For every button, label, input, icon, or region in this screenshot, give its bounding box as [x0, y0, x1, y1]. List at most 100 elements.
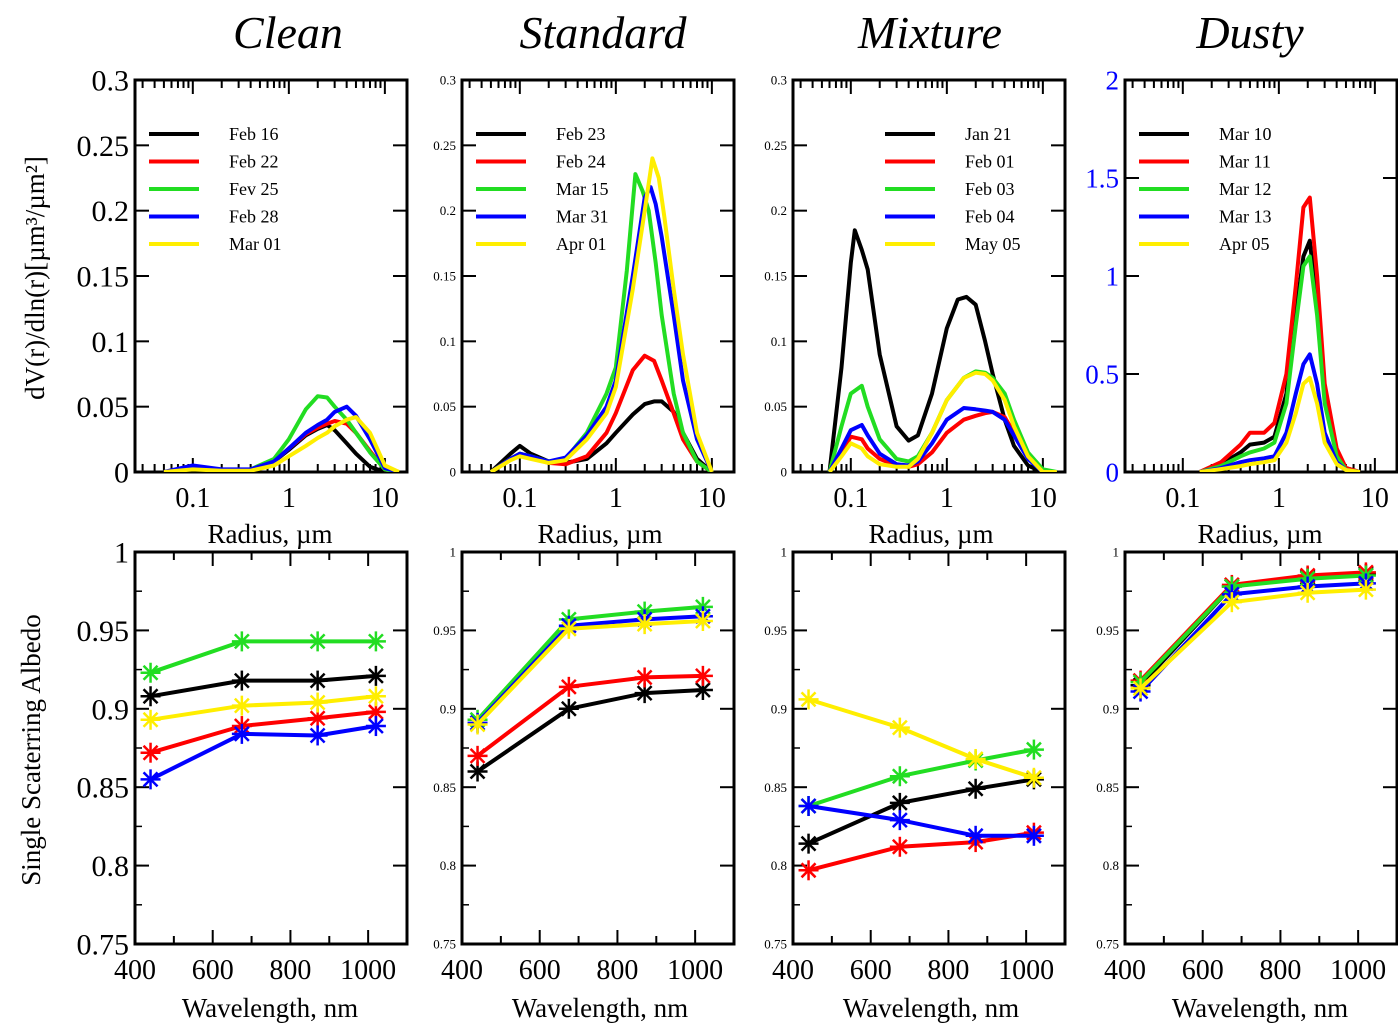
clean-ssa-data-point [307, 670, 328, 691]
clean-ssa-data-point [307, 725, 328, 746]
standard-ssa-data-point [467, 714, 488, 735]
standard-ssa-data-point [467, 745, 488, 766]
mixture-ssa-series-line [808, 804, 1034, 838]
clean-size-ytick-label: 0.2 [92, 195, 130, 228]
clean-ssa-data-point [140, 709, 161, 730]
clean-size-series-group [163, 394, 400, 472]
clean-size-ytick-label: 0.1 [92, 326, 130, 359]
clean-ssa-ytick-label: 0.8 [92, 850, 130, 883]
standard-ssa-ytick-label: 0.75 [433, 937, 456, 952]
standard-ssa-data-point [558, 618, 579, 639]
dusty-ssa-data-point [1297, 582, 1318, 603]
mixture-ssa-series-line [807, 777, 1035, 846]
dusty-ssa-xtick-label: 600 [1182, 955, 1224, 986]
mixture-ssa-data-point [965, 778, 986, 799]
clean-ssa-xtick-label: 800 [269, 955, 311, 986]
dusty-size-legend-label: Mar 13 [1219, 207, 1272, 227]
xlabel-radius-mixture: Radius, µm [868, 519, 993, 549]
clean-size-panel: 0 0.05 0.1 0.15 0.2 0.25 0.3 0.1 1 10 Feb 16 Feb 22… [77, 65, 409, 514]
mixture-ssa-data-point [965, 825, 986, 846]
mixture-ssa-ytick-label: 0.9 [771, 701, 787, 716]
clean-ssa-ytick-label: 0.95 [77, 615, 130, 648]
standard-ssa-data-point [634, 614, 655, 635]
mixture-ssa-ytick-label: 0.95 [764, 623, 787, 638]
mixture-ssa-data-point [889, 717, 910, 738]
mixture-ssa-panel: 0.75 0.8 0.85 0.9 0.95 1 400 600 800 1000 [764, 545, 1067, 986]
mixture-ssa-data-point [1023, 825, 1044, 846]
clean-ssa-xtick-label: 1000 [340, 955, 396, 986]
mixture-ssa-xtick-label: 1000 [998, 955, 1054, 986]
dusty-size-ytick-label: 2 [1106, 65, 1120, 95]
mixture-ssa-xtick-label: 800 [927, 955, 969, 986]
dusty-ssa-data-point [1130, 678, 1151, 699]
clean-ssa-data-point [140, 769, 161, 790]
mixture-size-panel: 0 0.05 0.1 0.15 0.2 0.25 0.3 0.1 1 10 Jan 21 Feb 01… [764, 73, 1067, 514]
dusty-size-legend-label: Mar 10 [1219, 124, 1272, 144]
standard-ssa-ytick-label: 0.85 [433, 780, 456, 795]
clean-ssa-series-group [140, 631, 386, 790]
standard-ssa-ytick-label: 0.9 [440, 701, 456, 716]
dusty-size-legend-label: Mar 12 [1219, 179, 1272, 199]
mixture-ssa-data-point [1023, 739, 1044, 760]
clean-ssa-xtick-label: 600 [192, 955, 234, 986]
standard-ssa-series-line [476, 619, 704, 726]
column-title-dusty: Dusty [1195, 7, 1304, 58]
mixture-ssa-data-point [889, 836, 910, 857]
dusty-size-ytick-label: 0 [1106, 457, 1120, 487]
clean-size-legend-label: Feb 28 [229, 207, 279, 227]
standard-ssa-data-point [558, 676, 579, 697]
standard-ssa-series-line [476, 688, 704, 774]
dusty-ssa-ytick-label: 0.9 [1103, 701, 1119, 716]
mixture-size-ytick-label: 0.05 [764, 399, 787, 414]
dusty-size-panel: 0 0.5 1 1.5 2 0.1 1 10 Mar 10 Mar 11 Mar 12 Mar 13 A… [1085, 65, 1398, 514]
mixture-ssa-xtick-label: 600 [850, 955, 892, 986]
dusty-ssa-ytick-label: 0.8 [1103, 858, 1119, 873]
standard-ssa-series-line [476, 673, 703, 758]
dusty-ssa-ytick-label: 1 [1113, 545, 1120, 560]
clean-size-xtick-label: 10 [371, 483, 399, 514]
clean-size-ytick-label: 0.05 [77, 391, 130, 424]
clean-ssa-data-point [365, 686, 386, 707]
mixture-size-legend-label: Feb 04 [965, 207, 1015, 227]
dusty-size-xtick-label: 10 [1361, 483, 1389, 514]
dusty-ssa-ytick-label: 0.85 [1096, 780, 1119, 795]
standard-ssa-data-point [692, 665, 713, 686]
mixture-ssa-ytick-label: 0.75 [764, 937, 787, 952]
standard-size-series-group [489, 156, 714, 472]
clean-ssa-xtick-label: 400 [114, 955, 156, 986]
standard-ssa-data-point [558, 698, 579, 719]
mixture-size-series-line [827, 406, 1057, 472]
clean-ssa-series-line [150, 673, 377, 699]
standard-ssa-series-group [467, 596, 713, 782]
xlabel-wavelength-clean: Wavelength, nm [182, 993, 358, 1023]
dusty-ssa-ytick-label: 0.95 [1096, 623, 1119, 638]
mixture-size-series-line [827, 370, 1057, 472]
dusty-ssa-data-point [1355, 579, 1376, 600]
xlabel-radius-dusty: Radius, µm [1197, 519, 1322, 549]
mixture-ssa-data-point [1023, 767, 1044, 788]
bottom-ylabel: Single Scaterring Albedo [16, 614, 46, 885]
clean-ssa-ytick-label: 1 [114, 537, 129, 570]
standard-size-xtick-label: 1 [609, 483, 623, 514]
mixture-ssa-data-point [798, 860, 819, 881]
dusty-size-series-group [1198, 195, 1361, 472]
standard-ssa-series-line [476, 604, 704, 722]
standard-ssa-xtick-label: 1000 [667, 955, 723, 986]
standard-size-legend-label: Apr 01 [556, 234, 607, 254]
standard-ssa-data-point [634, 683, 655, 704]
clean-ssa-data-point [365, 716, 386, 737]
clean-ssa-data-point [365, 631, 386, 652]
xlabel-wavelength-dusty: Wavelength, nm [1172, 993, 1348, 1023]
mixture-ssa-data-point [889, 810, 910, 831]
dusty-ssa-series-line [1139, 587, 1367, 690]
clean-ssa-data-point [140, 742, 161, 763]
dusty-size-series-line [1198, 195, 1361, 472]
mixture-ssa-ytick-label: 0.8 [771, 858, 787, 873]
mixture-ssa-series-group [798, 689, 1044, 881]
clean-ssa-series-line [149, 724, 377, 782]
dusty-ssa-panel: 0.75 0.8 0.85 0.9 0.95 1 400 600 800 1000 [1096, 545, 1398, 986]
mixture-size-ytick-label: 0.2 [771, 203, 787, 218]
clean-ssa-series-line [149, 709, 377, 755]
